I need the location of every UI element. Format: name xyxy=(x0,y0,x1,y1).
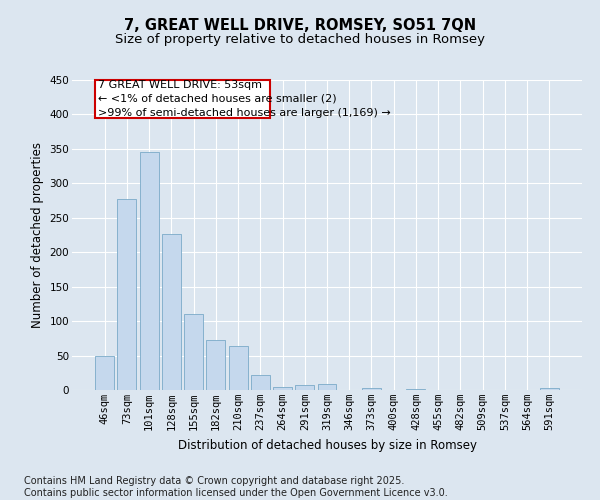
Bar xyxy=(229,346,248,390)
FancyBboxPatch shape xyxy=(95,80,270,118)
Bar xyxy=(295,385,314,390)
Bar xyxy=(251,375,270,390)
X-axis label: Distribution of detached houses by size in Romsey: Distribution of detached houses by size … xyxy=(178,438,476,452)
Text: 7 GREAT WELL DRIVE: 53sqm
← <1% of detached houses are smaller (2)
>99% of semi-: 7 GREAT WELL DRIVE: 53sqm ← <1% of detac… xyxy=(98,80,391,118)
Bar xyxy=(540,388,559,390)
Bar xyxy=(206,340,225,390)
Text: Contains HM Land Registry data © Crown copyright and database right 2025.
Contai: Contains HM Land Registry data © Crown c… xyxy=(24,476,448,498)
Bar xyxy=(162,234,181,390)
Bar xyxy=(118,199,136,390)
Bar xyxy=(273,386,292,390)
Bar xyxy=(317,384,337,390)
Text: Size of property relative to detached houses in Romsey: Size of property relative to detached ho… xyxy=(115,32,485,46)
Y-axis label: Number of detached properties: Number of detached properties xyxy=(31,142,44,328)
Text: 7, GREAT WELL DRIVE, ROMSEY, SO51 7QN: 7, GREAT WELL DRIVE, ROMSEY, SO51 7QN xyxy=(124,18,476,32)
Bar xyxy=(362,388,381,390)
Bar xyxy=(184,314,203,390)
Bar xyxy=(140,152,158,390)
Bar xyxy=(406,388,425,390)
Bar xyxy=(95,356,114,390)
